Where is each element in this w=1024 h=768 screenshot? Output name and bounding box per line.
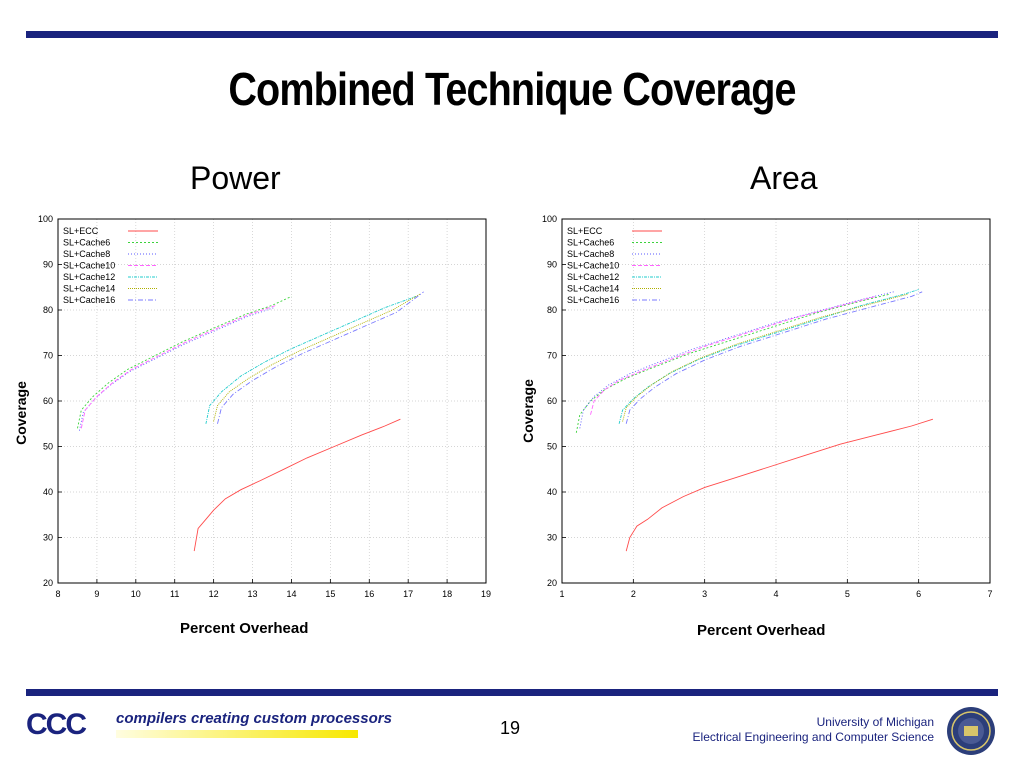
- y-tick-label: 70: [547, 351, 557, 361]
- legend-label: SL+Cache6: [567, 238, 614, 248]
- area-chart: 20 30 40 50 60 70 80 90 100 1 2 3 4 5 6 7 SL+ECC SL+Cache…: [542, 214, 993, 599]
- x-tick-label: 15: [325, 589, 335, 599]
- y-tick-label: 60: [43, 396, 53, 406]
- legend-label: SL+ECC: [63, 226, 99, 236]
- x-tick-label: 2: [631, 589, 636, 599]
- y-tick-label: 40: [43, 487, 53, 497]
- y-tick-label: 50: [43, 442, 53, 452]
- legend-label: SL+Cache10: [63, 261, 115, 271]
- area-xlabel: Percent Overhead: [697, 622, 826, 639]
- x-tick-label: 11: [170, 589, 179, 599]
- y-tick-label: 30: [547, 533, 557, 543]
- slide-title: Combined Technique Coverage: [228, 63, 796, 115]
- ccc-logo: CCC: [26, 708, 87, 741]
- series-line-sl-cache8: [78, 307, 275, 431]
- y-tick-label: 80: [43, 305, 53, 315]
- x-tick-label: 4: [773, 589, 778, 599]
- legend-label: SL+Cache8: [63, 249, 110, 259]
- y-tick-label: 90: [43, 260, 53, 270]
- y-tick-label: 90: [547, 260, 557, 270]
- series-line-sl-cache14: [213, 293, 421, 422]
- bottom-rule: [26, 689, 998, 696]
- page-number: 19: [500, 718, 521, 738]
- x-tick-label: 18: [442, 589, 452, 599]
- legend-label: SL+Cache6: [63, 238, 110, 248]
- y-tick-label: 20: [43, 578, 53, 588]
- y-tick-label: 60: [547, 396, 557, 406]
- chart-title-area: Area: [750, 160, 818, 196]
- legend-label: SL+Cache14: [567, 284, 619, 294]
- x-tick-label: 13: [248, 589, 258, 599]
- y-tick-label: 80: [547, 305, 557, 315]
- series-line-sl-cache10: [590, 295, 877, 415]
- x-tick-label: 16: [364, 589, 374, 599]
- legend-label: SL+Cache12: [567, 272, 619, 282]
- legend-label: SL+Cache12: [63, 272, 115, 282]
- top-rule: [26, 31, 998, 38]
- series-line-sl-cache6: [77, 295, 292, 429]
- chart-title-power: Power: [190, 160, 281, 196]
- y-tick-label: 20: [547, 578, 557, 588]
- x-tick-label: 8: [55, 589, 60, 599]
- power-ylabel: Coverage: [13, 381, 29, 445]
- series-line-sl-ecc: [193, 418, 401, 552]
- series-line-sl-cache12: [205, 295, 417, 424]
- plot-frame: [57, 218, 487, 584]
- series-line-sl-ecc: [625, 418, 934, 552]
- series-line-sl-cache8: [579, 291, 894, 429]
- x-tick-label: 5: [845, 589, 850, 599]
- series-line-sl-cache16: [625, 291, 923, 424]
- y-tick-label: 50: [547, 442, 557, 452]
- legend-label: SL+ECC: [567, 226, 603, 236]
- y-tick-label: 30: [43, 533, 53, 543]
- y-tick-label: 70: [43, 351, 53, 361]
- y-tick-label: 100: [542, 214, 557, 224]
- x-tick-label: 9: [94, 589, 99, 599]
- university-seal-icon: [947, 707, 995, 755]
- power-chart: 20 30 40 50 60 70 80 90 100 8 9 10 11 12 13 14 15 16 17 18 1…: [38, 214, 491, 599]
- series-line-sl-cache16: [217, 291, 424, 424]
- x-tick-label: 17: [403, 589, 413, 599]
- university-name: University of Michigan: [816, 715, 934, 729]
- y-tick-label: 100: [38, 214, 53, 224]
- legend-label: SL+Cache10: [567, 261, 619, 271]
- x-tick-label: 10: [131, 589, 141, 599]
- power-xlabel: Percent Overhead: [180, 620, 309, 637]
- x-tick-label: 3: [702, 589, 707, 599]
- department-name: Electrical Engineering and Computer Scie…: [692, 730, 934, 744]
- series-line-sl-cache12: [618, 289, 919, 424]
- series-line-sl-cache10: [80, 304, 277, 429]
- legend-label: SL+Cache14: [63, 284, 115, 294]
- legend-label: SL+Cache16: [63, 295, 115, 305]
- x-tick-label: 7: [987, 589, 992, 599]
- tagline-highlight: [116, 730, 358, 738]
- x-tick-label: 14: [286, 589, 296, 599]
- x-tick-label: 12: [209, 589, 219, 599]
- footer-tagline: compilers creating custom processors: [116, 710, 392, 727]
- x-tick-label: 1: [559, 589, 564, 599]
- series-line-sl-cache14: [622, 293, 909, 422]
- y-tick-label: 40: [547, 487, 557, 497]
- x-tick-label: 19: [481, 589, 491, 599]
- footer-affiliation: University of Michigan Electrical Engine…: [693, 715, 934, 745]
- plot-frame: [561, 218, 991, 584]
- legend-label: SL+Cache16: [567, 295, 619, 305]
- legend-label: SL+Cache8: [567, 249, 614, 259]
- area-ylabel: Coverage: [520, 379, 536, 443]
- x-tick-label: 6: [916, 589, 921, 599]
